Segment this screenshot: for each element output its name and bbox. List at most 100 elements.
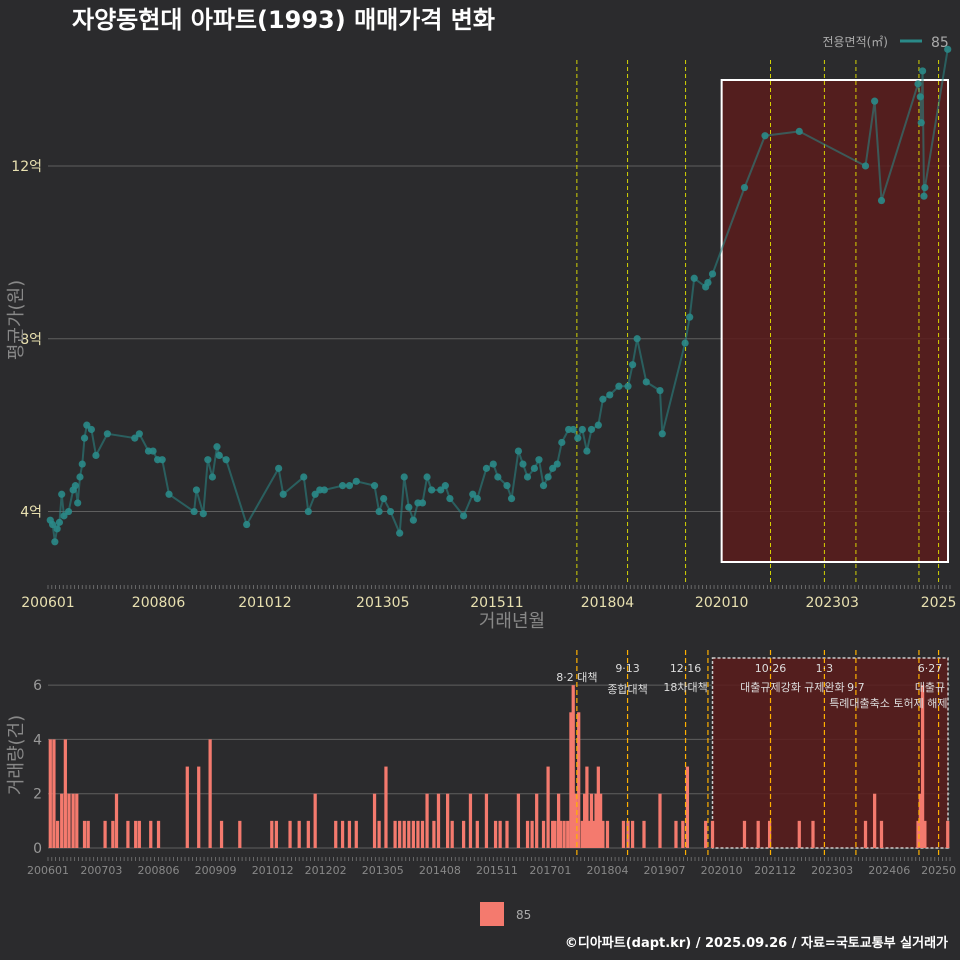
volume-bar-21 bbox=[219, 820, 224, 848]
price-x-axis-title: 거래년월 bbox=[479, 611, 545, 632]
volume-x-tick-7: 201408 bbox=[419, 864, 461, 877]
volume-x-tick-0: 200601 bbox=[27, 864, 69, 877]
volume-x-tick-6: 201305 bbox=[362, 864, 404, 877]
volume-bar-33 bbox=[372, 793, 377, 848]
price-point-80 bbox=[578, 425, 586, 434]
price-point-79 bbox=[574, 434, 582, 442]
price-y-axis-title: 평균가(원) bbox=[6, 280, 27, 360]
volume-bar-35 bbox=[384, 766, 388, 848]
volume-bar-46 bbox=[446, 793, 450, 848]
price-point-36 bbox=[300, 473, 308, 481]
price-point-99 bbox=[740, 183, 749, 192]
volume-bar-55 bbox=[516, 793, 521, 848]
price-point-38 bbox=[311, 490, 319, 498]
volume-bar-41 bbox=[416, 820, 420, 848]
price-point-83 bbox=[594, 421, 602, 429]
price-point-21 bbox=[149, 447, 157, 455]
volume-bar-64 bbox=[558, 820, 563, 848]
chart-title: 자양동현대 아파트(1993) 매매가격 변화 bbox=[72, 6, 495, 34]
volume-bar-36 bbox=[393, 820, 397, 848]
volume-bar-38 bbox=[402, 820, 406, 848]
price-point-59 bbox=[460, 512, 468, 520]
price-point-32 bbox=[222, 456, 230, 464]
price-point-97 bbox=[704, 279, 712, 287]
volume-bar-83 bbox=[621, 820, 626, 848]
volume-bar-62 bbox=[553, 820, 557, 848]
volume-bar-8 bbox=[82, 820, 87, 848]
price-point-30 bbox=[213, 443, 221, 451]
volume-x-tick-8: 201511 bbox=[476, 864, 518, 877]
volume-bar-56 bbox=[525, 820, 530, 848]
volume-bar-102 bbox=[918, 793, 922, 848]
price-point-43 bbox=[352, 477, 360, 485]
volume-bar-14 bbox=[134, 820, 138, 848]
price-point-31 bbox=[215, 451, 223, 459]
volume-bar-27 bbox=[306, 820, 310, 848]
price-point-42 bbox=[345, 482, 354, 490]
price-point-19 bbox=[135, 430, 143, 438]
volume-bar-15 bbox=[137, 820, 141, 848]
price-point-18 bbox=[131, 434, 139, 442]
volume-bar-44 bbox=[432, 820, 436, 848]
price-point-9 bbox=[71, 482, 80, 490]
volume-bar-31 bbox=[347, 820, 352, 848]
volume-x-tick-13: 202112 bbox=[754, 864, 796, 877]
volume-bar-87 bbox=[658, 793, 662, 848]
price-point-62 bbox=[482, 464, 491, 472]
volume-x-tick-2: 200806 bbox=[138, 864, 180, 877]
volume-annotation-label-2: 18차대책 bbox=[663, 681, 707, 694]
price-x-tick-8: 2025 bbox=[921, 595, 957, 611]
volume-bar-97 bbox=[811, 820, 815, 848]
price-point-28 bbox=[204, 456, 212, 464]
volume-bar-17 bbox=[156, 820, 161, 848]
volume-bar-96 bbox=[797, 820, 801, 848]
volume-bar-91 bbox=[704, 820, 708, 848]
volume-bar-10 bbox=[103, 820, 107, 848]
volume-bar-37 bbox=[398, 820, 402, 848]
price-point-35 bbox=[279, 490, 287, 498]
volume-bar-16 bbox=[149, 820, 153, 848]
volume-annotation-label-4: 규제완화 bbox=[804, 681, 844, 694]
volume-x-tick-15: 202406 bbox=[868, 864, 910, 877]
price-point-33 bbox=[243, 520, 251, 529]
volume-panel: 0 2 4 6 200601 200703 200806 200909 201012 201202… bbox=[27, 650, 956, 877]
price-point-17 bbox=[103, 430, 111, 438]
price-point-71 bbox=[535, 456, 543, 464]
volume-bar-80 bbox=[599, 793, 603, 848]
price-point-73 bbox=[544, 473, 552, 481]
volume-bar-45 bbox=[436, 793, 441, 848]
volume-x-tick-9: 201701 bbox=[529, 864, 571, 877]
volume-x-tick-10: 201804 bbox=[586, 864, 628, 877]
volume-bar-34 bbox=[377, 820, 381, 848]
volume-bar-65 bbox=[562, 820, 566, 848]
volume-bar-95 bbox=[767, 820, 772, 848]
volume-bar-42 bbox=[420, 820, 425, 848]
price-x-tick-0: 200601 bbox=[21, 595, 74, 611]
price-point-27 bbox=[199, 510, 207, 518]
volume-bar-23 bbox=[270, 820, 274, 848]
volume-annotation-label-1: 종합대책 bbox=[607, 683, 647, 696]
volume-bar-85 bbox=[630, 820, 635, 848]
volume-bar-78 bbox=[594, 793, 598, 848]
price-point-64 bbox=[494, 473, 502, 481]
legend-top-value: 85 bbox=[931, 35, 949, 51]
price-point-87 bbox=[624, 382, 632, 390]
price-y-tick-0: 4억 bbox=[20, 505, 42, 521]
volume-bar-73 bbox=[583, 793, 587, 848]
volume-y-tick-0: 0 bbox=[33, 841, 42, 857]
price-point-48 bbox=[396, 529, 404, 537]
volume-bar-28 bbox=[313, 793, 317, 848]
price-point-66 bbox=[507, 495, 516, 503]
price-point-53 bbox=[418, 499, 427, 507]
price-point-49 bbox=[400, 473, 408, 481]
price-point-55 bbox=[428, 486, 436, 494]
volume-y-tick-2: 4 bbox=[33, 732, 42, 748]
volume-bar-77 bbox=[592, 820, 596, 848]
volume-bar-60 bbox=[546, 766, 550, 848]
volume-bar-100 bbox=[879, 820, 884, 848]
volume-bar-49 bbox=[468, 793, 473, 848]
volume-annotation-label-6: 대출규 bbox=[915, 681, 945, 694]
price-point-69 bbox=[523, 473, 532, 481]
price-point-15 bbox=[87, 425, 95, 434]
